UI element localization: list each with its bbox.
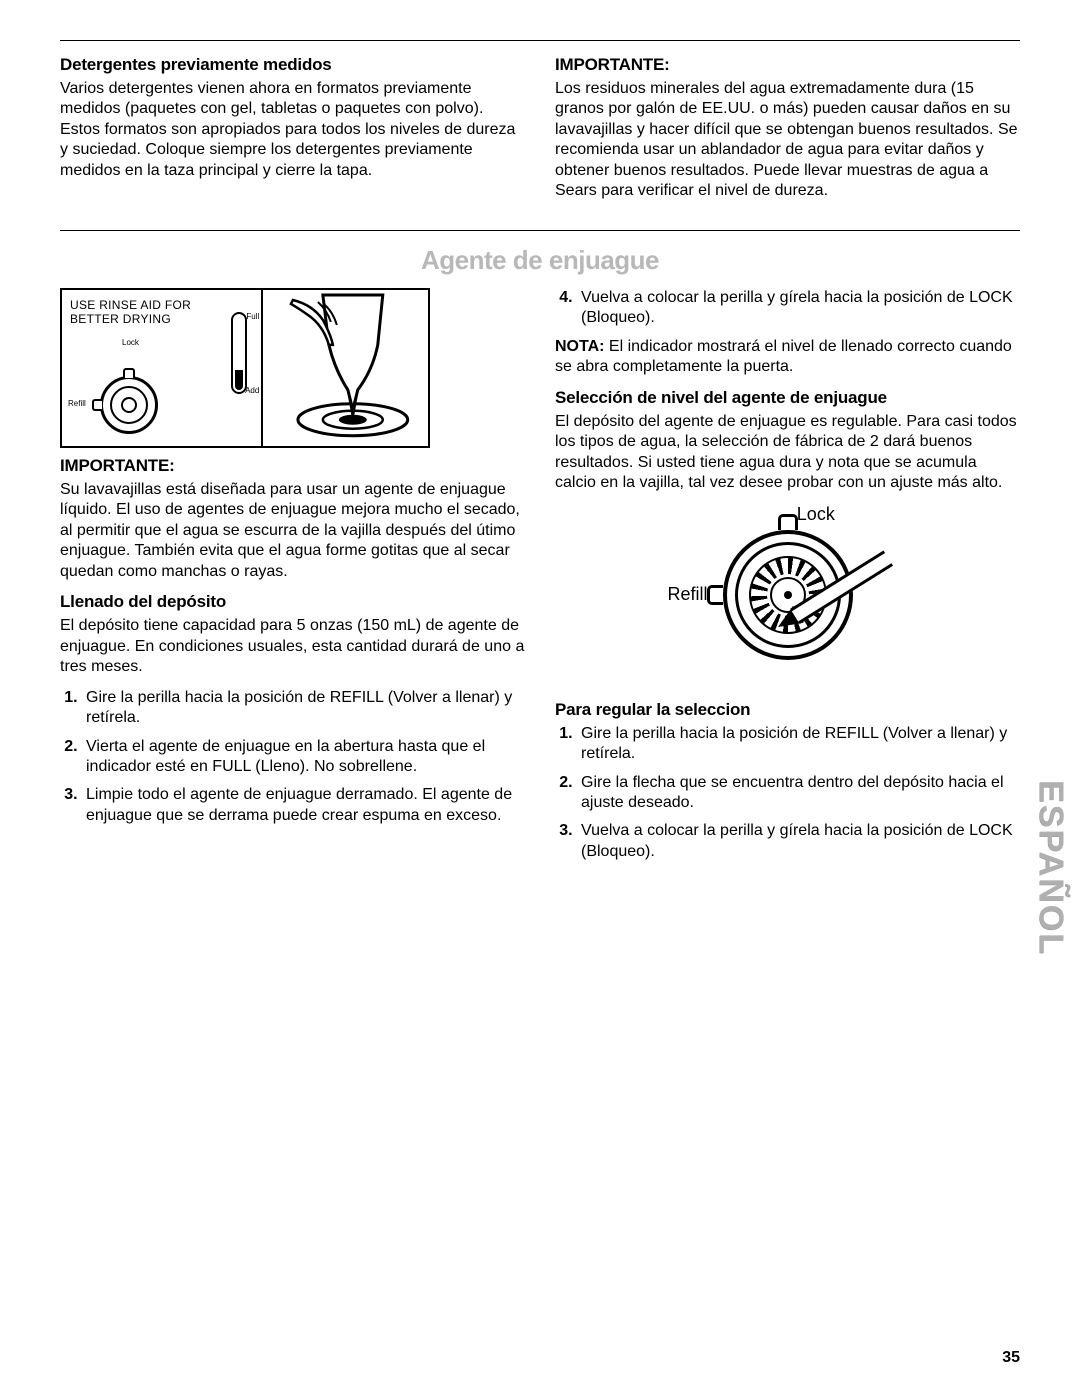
nota-body: El indicador mostrará el nivel de llenad… — [555, 338, 1012, 375]
nota-label: NOTA: — [555, 338, 604, 355]
illus-line2: BETTER DRYING — [70, 312, 253, 326]
regular-heading: Para regular la seleccion — [555, 700, 1020, 720]
add-label: Add — [245, 386, 259, 395]
lock-label-large: Lock — [797, 504, 835, 525]
detergentes-heading: Detergentes previamente medidos — [60, 55, 525, 75]
dial-large-illustration: Lock Refill — [555, 504, 1020, 684]
illus-panel-right — [263, 290, 428, 446]
illus-line1: USE RINSE AID FOR — [70, 298, 253, 312]
nota-paragraph: NOTA: El indicador mostrará el nivel de … — [555, 337, 1020, 378]
regular-step-3: Vuelva a colocar la perilla y gírela hac… — [577, 821, 1020, 862]
pouring-hand-icon — [263, 290, 428, 446]
refill-label-large: Refill — [668, 584, 708, 605]
lock-label-small: Lock — [122, 338, 139, 347]
llenado-body: El depósito tiene capacidad para 5 onzas… — [60, 616, 525, 677]
level-indicator-icon — [231, 312, 247, 394]
language-tab: ESPAÑOL — [1031, 780, 1070, 956]
section-title: Agente de enjuague — [60, 245, 1020, 276]
importante-left-heading: IMPORTANTE: — [60, 456, 525, 476]
importante-top-body: Los residuos minerales del agua extremad… — [555, 79, 1020, 202]
llenado-heading: Llenado del depósito — [60, 592, 525, 612]
regular-steps: Gire la perilla hacia la posición de REF… — [555, 724, 1020, 863]
top-right-col: IMPORTANTE: Los residuos minerales del a… — [555, 55, 1020, 212]
dispenser-illustration: USE RINSE AID FOR BETTER DRYING Lock Ref… — [60, 288, 430, 448]
refill-label-small: Refill — [68, 399, 86, 408]
full-label: Full — [246, 312, 259, 321]
illus-panel-left: USE RINSE AID FOR BETTER DRYING Lock Ref… — [62, 290, 263, 446]
step4-list: Vuelva a colocar la perilla y gírela hac… — [555, 288, 1020, 329]
seleccion-body: El depósito del agente de enjuague es re… — [555, 412, 1020, 494]
step-4: Vuelva a colocar la perilla y gírela hac… — [577, 288, 1020, 329]
llenado-steps: Gire la perilla hacia la posición de REF… — [60, 688, 525, 827]
page-number: 35 — [1002, 1349, 1020, 1367]
regular-step-2: Gire la flecha que se encuentra dentro d… — [577, 773, 1020, 814]
main-section: USE RINSE AID FOR BETTER DRYING Lock Ref… — [60, 288, 1020, 871]
importante-left-body: Su lavavajillas está diseñada para usar … — [60, 480, 525, 582]
detergentes-body: Varios detergentes vienen ahora en forma… — [60, 79, 525, 181]
seleccion-heading: Selección de nivel del agente de enjuagu… — [555, 388, 1020, 408]
importante-top-heading: IMPORTANTE: — [555, 55, 1020, 75]
main-left-col: USE RINSE AID FOR BETTER DRYING Lock Ref… — [60, 288, 525, 871]
llenado-step-1: Gire la perilla hacia la posición de REF… — [82, 688, 525, 729]
dial-small-icon — [100, 376, 158, 434]
llenado-step-2: Vierta el agente de enjuague en la abert… — [82, 737, 525, 778]
main-right-col: Vuelva a colocar la perilla y gírela hac… — [555, 288, 1020, 871]
regular-step-1: Gire la perilla hacia la posición de REF… — [577, 724, 1020, 765]
top-left-col: Detergentes previamente medidos Varios d… — [60, 55, 525, 212]
llenado-step-3: Limpie todo el agente de enjuague derram… — [82, 785, 525, 826]
top-section: Detergentes previamente medidos Varios d… — [60, 40, 1020, 231]
